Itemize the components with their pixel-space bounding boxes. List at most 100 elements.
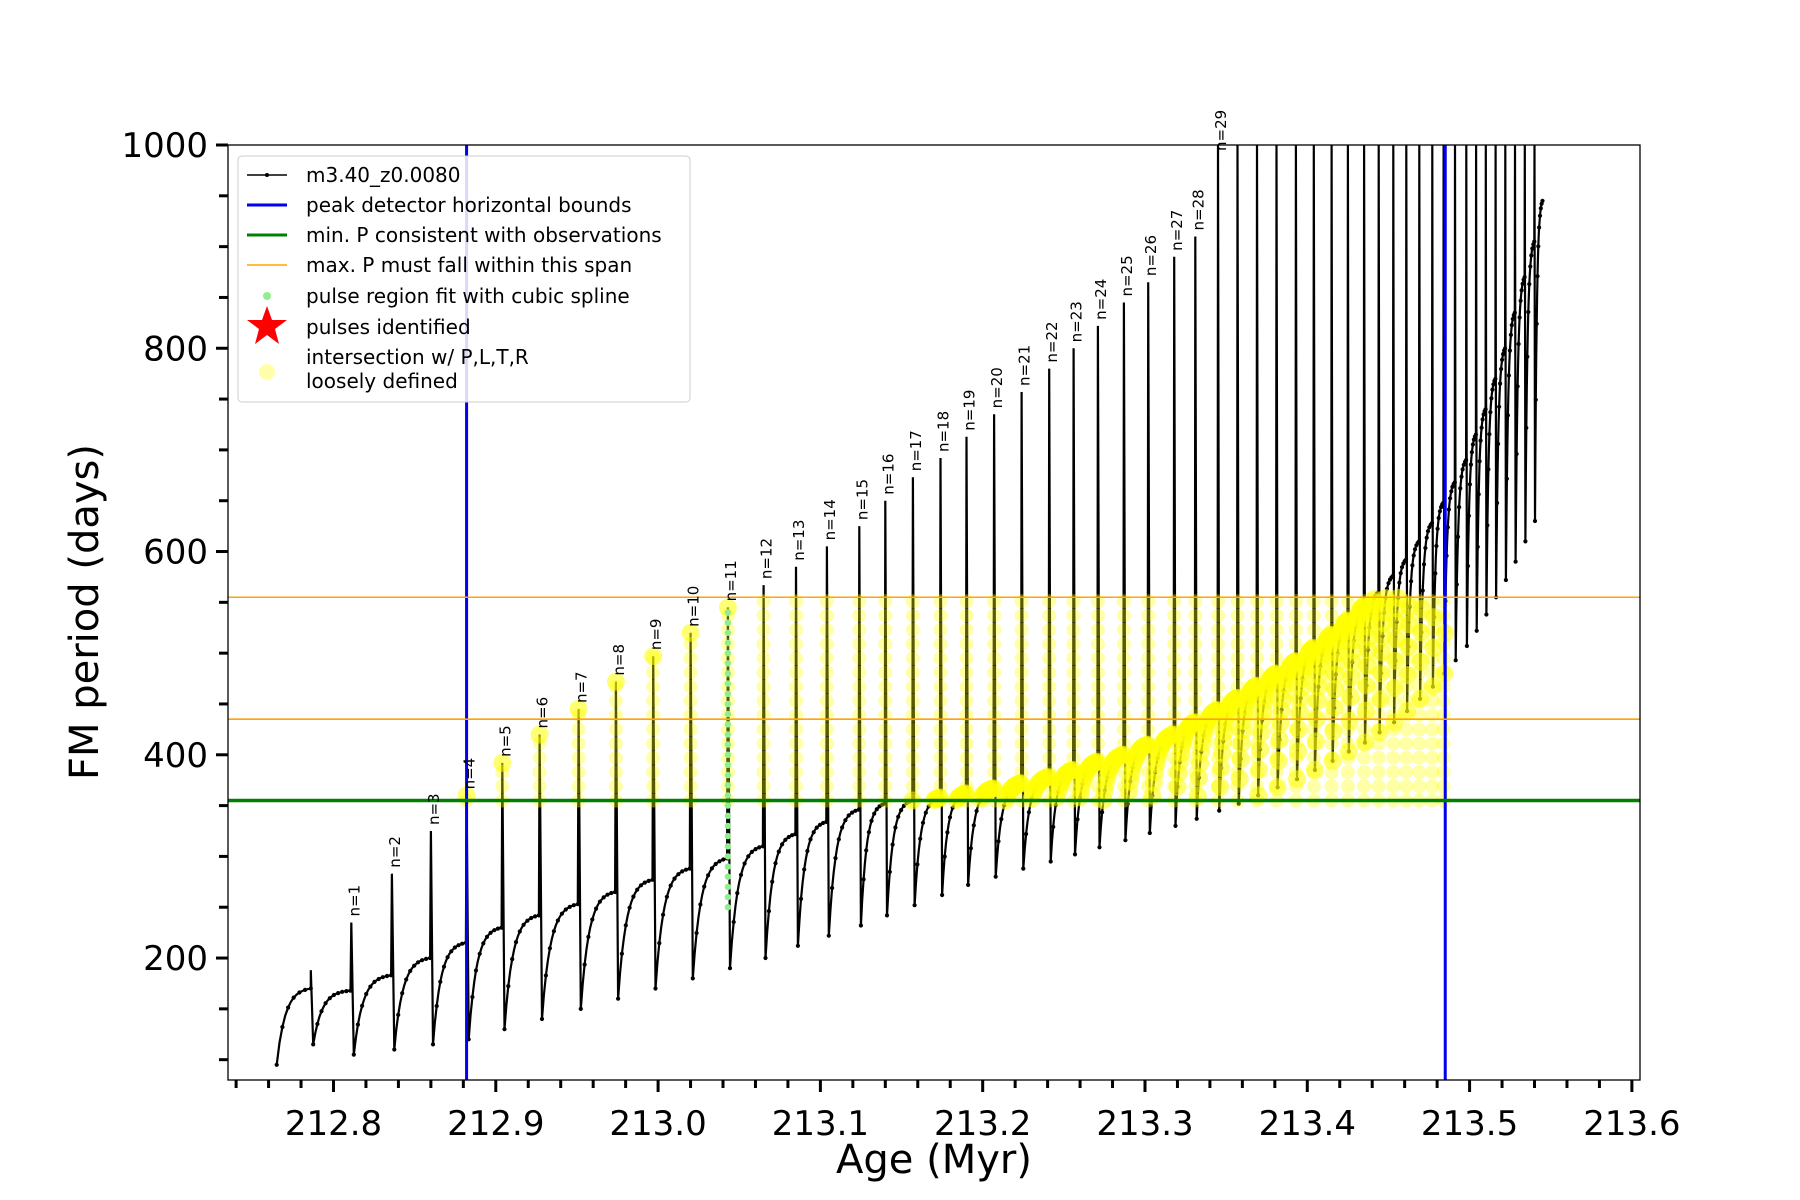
intersection-point <box>1386 608 1401 623</box>
intersection-point <box>959 736 974 751</box>
intersection-point <box>1324 665 1339 680</box>
intersection-point <box>1371 622 1386 637</box>
intersection-point <box>1269 779 1284 794</box>
legend-item-min-p: min. P consistent with observations <box>247 223 662 247</box>
intersection-point <box>1167 608 1182 623</box>
model-point <box>920 820 926 825</box>
intersection-point <box>1386 693 1401 708</box>
model-point <box>811 830 816 835</box>
intersection-point <box>1141 765 1156 780</box>
y-tick-label: 400 <box>143 736 208 776</box>
legend-marker-intersection <box>259 364 275 380</box>
intersection-point <box>756 765 771 780</box>
model-point <box>1399 565 1405 570</box>
intersection-point <box>1116 679 1131 694</box>
intersection-point <box>1386 765 1401 780</box>
model-point <box>763 955 768 961</box>
intersection-point <box>852 594 867 609</box>
intersection-point <box>644 647 663 666</box>
model-point <box>1498 381 1503 386</box>
pulse-label: n=8 <box>610 644 628 676</box>
model-point <box>533 914 538 919</box>
intersection-point <box>933 779 948 794</box>
intersection-point <box>852 765 867 780</box>
model-point <box>1390 573 1396 579</box>
model-point <box>513 940 519 945</box>
intersection-point <box>987 779 1002 794</box>
spline-point <box>724 782 732 789</box>
intersection-point <box>1188 779 1203 794</box>
intersection-point <box>878 765 893 780</box>
legend: m3.40_z0.0080 peak detector horizontal b… <box>237 155 691 403</box>
x-tick-label: 212.9 <box>447 1104 544 1144</box>
model-point <box>456 943 461 948</box>
intersection-point <box>1066 693 1081 708</box>
model-point <box>1527 282 1532 287</box>
model-point <box>1536 244 1541 249</box>
intersection-point <box>1042 622 1057 637</box>
model-point <box>555 918 561 923</box>
intersection-point <box>1250 637 1264 651</box>
intersection-point <box>1014 665 1029 680</box>
intersection-point <box>1412 594 1427 609</box>
model-point <box>1540 198 1545 203</box>
model-point <box>1530 246 1535 251</box>
model-point <box>495 926 500 931</box>
intersection-point <box>1425 693 1440 708</box>
model-point <box>661 912 666 917</box>
model-point <box>481 941 486 946</box>
intersection-point <box>1042 608 1057 623</box>
intersection-point <box>1340 637 1355 651</box>
intersection-point <box>1288 693 1303 708</box>
intersection-point <box>1250 608 1264 623</box>
intersection-point <box>720 651 735 666</box>
intersection-point <box>1269 751 1288 770</box>
model-point <box>706 873 711 878</box>
intersection-point <box>878 637 893 651</box>
model-point <box>1217 808 1222 813</box>
intersection-point <box>1141 736 1156 751</box>
intersection-point <box>1399 679 1414 694</box>
intersection-point <box>1436 608 1451 623</box>
model-point <box>1493 376 1498 381</box>
intersection-point <box>959 594 974 609</box>
model-point <box>1147 830 1152 836</box>
intersection-point <box>1371 779 1386 794</box>
intersection-point <box>1386 665 1401 680</box>
intersection-point <box>1340 651 1355 666</box>
model-point <box>1026 810 1031 815</box>
intersection-point <box>852 722 867 737</box>
model-point <box>1481 412 1486 417</box>
intersection-point <box>1014 594 1029 609</box>
model-point <box>1420 588 1425 593</box>
intersection-point <box>1305 761 1324 779</box>
model-point <box>783 837 788 842</box>
model-point <box>1497 404 1502 409</box>
model-point <box>590 917 595 922</box>
intersection-point <box>956 784 975 803</box>
model-point <box>1398 571 1403 576</box>
model-point <box>434 1003 439 1009</box>
model-point <box>315 1021 320 1027</box>
x-tick-label: 213.0 <box>609 1104 706 1144</box>
model-point <box>327 996 332 1001</box>
intersection-point <box>1211 779 1225 794</box>
model-point <box>1403 557 1409 562</box>
model-point <box>460 941 465 946</box>
model-point <box>492 928 497 933</box>
intersection-point <box>1014 779 1029 794</box>
intersection-point <box>1116 765 1131 780</box>
model-point <box>384 973 390 979</box>
model-point <box>1464 458 1469 463</box>
intersection-point <box>683 693 698 708</box>
intersection-point <box>1373 627 1392 645</box>
model-point <box>586 934 591 940</box>
spline-point <box>724 741 732 748</box>
intersection-point <box>1371 637 1386 651</box>
intersection-point <box>1116 622 1131 637</box>
model-point <box>424 956 429 962</box>
intersection-point <box>1436 779 1451 794</box>
model-point <box>1386 581 1391 586</box>
model-point <box>795 943 801 948</box>
model-point <box>1409 579 1414 584</box>
